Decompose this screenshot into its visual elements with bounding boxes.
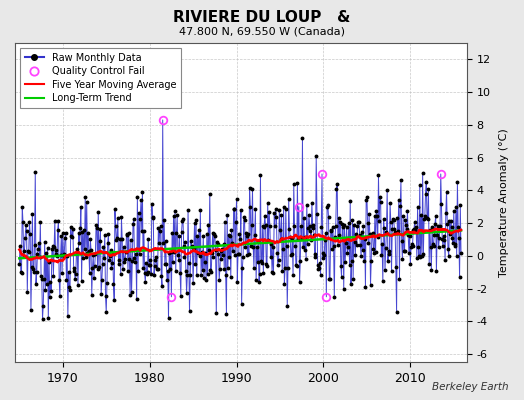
Text: 47.800 N, 69.550 W (Canada): 47.800 N, 69.550 W (Canada) bbox=[179, 26, 345, 36]
Text: Berkeley Earth: Berkeley Earth bbox=[432, 382, 508, 392]
Y-axis label: Temperature Anomaly (°C): Temperature Anomaly (°C) bbox=[499, 128, 509, 277]
Legend: Raw Monthly Data, Quality Control Fail, Five Year Moving Average, Long-Term Tren: Raw Monthly Data, Quality Control Fail, … bbox=[20, 48, 181, 108]
Text: RIVIERE DU LOUP   &: RIVIERE DU LOUP & bbox=[173, 10, 351, 25]
